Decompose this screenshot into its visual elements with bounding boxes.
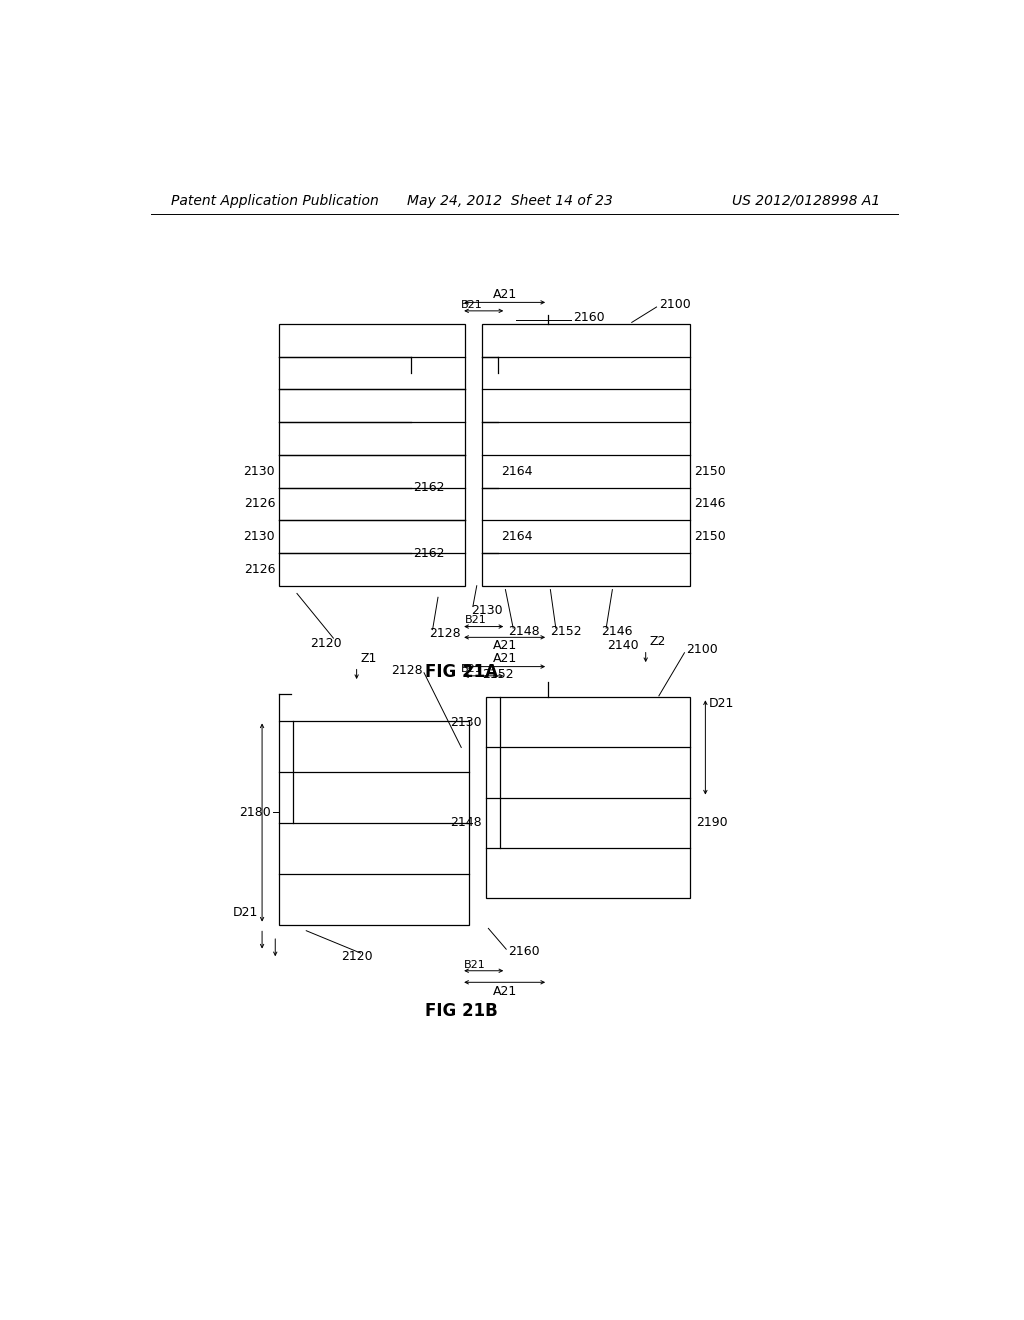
Text: 2160: 2160 bbox=[508, 945, 540, 958]
Text: 2128: 2128 bbox=[429, 627, 461, 640]
Text: A21: A21 bbox=[493, 288, 517, 301]
Text: 2150: 2150 bbox=[693, 465, 725, 478]
Text: 2148: 2148 bbox=[508, 626, 540, 639]
Text: D21: D21 bbox=[710, 697, 734, 710]
Text: 2120: 2120 bbox=[310, 638, 341, 649]
Text: 2126: 2126 bbox=[244, 498, 275, 511]
Text: B21: B21 bbox=[461, 300, 483, 310]
Text: B21: B21 bbox=[465, 615, 486, 626]
Text: 2100: 2100 bbox=[686, 643, 718, 656]
Text: Z1: Z1 bbox=[360, 652, 377, 665]
Text: 2146: 2146 bbox=[693, 498, 725, 511]
Text: May 24, 2012  Sheet 14 of 23: May 24, 2012 Sheet 14 of 23 bbox=[407, 194, 613, 207]
Bar bbox=[486, 697, 690, 898]
Text: 2100: 2100 bbox=[658, 298, 690, 312]
Text: 2162: 2162 bbox=[414, 480, 444, 494]
Bar bbox=[280, 323, 465, 586]
Text: B21: B21 bbox=[461, 664, 483, 675]
Text: B21: B21 bbox=[464, 960, 485, 970]
Text: A21: A21 bbox=[493, 652, 517, 665]
Text: 2152: 2152 bbox=[550, 626, 582, 639]
Bar bbox=[482, 323, 690, 586]
Text: 2130: 2130 bbox=[451, 715, 482, 729]
Text: Z2: Z2 bbox=[649, 635, 666, 648]
Text: A21: A21 bbox=[493, 985, 517, 998]
Text: FIG 21B: FIG 21B bbox=[425, 1002, 498, 1020]
Text: 2130: 2130 bbox=[244, 465, 275, 478]
Text: 2148: 2148 bbox=[451, 816, 482, 829]
Bar bbox=[280, 721, 469, 924]
Text: 2130: 2130 bbox=[244, 531, 275, 543]
Text: 2120: 2120 bbox=[341, 950, 373, 964]
Text: 2152: 2152 bbox=[482, 668, 514, 681]
Text: FIG 21A: FIG 21A bbox=[425, 663, 498, 681]
Text: 2164: 2164 bbox=[502, 465, 534, 478]
Text: 2126: 2126 bbox=[244, 562, 275, 576]
Text: 2164: 2164 bbox=[502, 531, 534, 543]
Text: D21: D21 bbox=[232, 907, 258, 920]
Text: 2146: 2146 bbox=[601, 626, 632, 639]
Text: 2140: 2140 bbox=[607, 639, 639, 652]
Text: 2160: 2160 bbox=[573, 312, 605, 325]
Text: US 2012/0128998 A1: US 2012/0128998 A1 bbox=[731, 194, 880, 207]
Text: 2128: 2128 bbox=[391, 664, 423, 677]
Text: 2180: 2180 bbox=[240, 805, 271, 818]
Text: Patent Application Publication: Patent Application Publication bbox=[171, 194, 379, 207]
Text: A21: A21 bbox=[493, 639, 517, 652]
Text: 2130: 2130 bbox=[471, 603, 503, 616]
Text: 2150: 2150 bbox=[693, 531, 725, 543]
Text: 2190: 2190 bbox=[696, 816, 728, 829]
Text: 2162: 2162 bbox=[414, 546, 444, 560]
